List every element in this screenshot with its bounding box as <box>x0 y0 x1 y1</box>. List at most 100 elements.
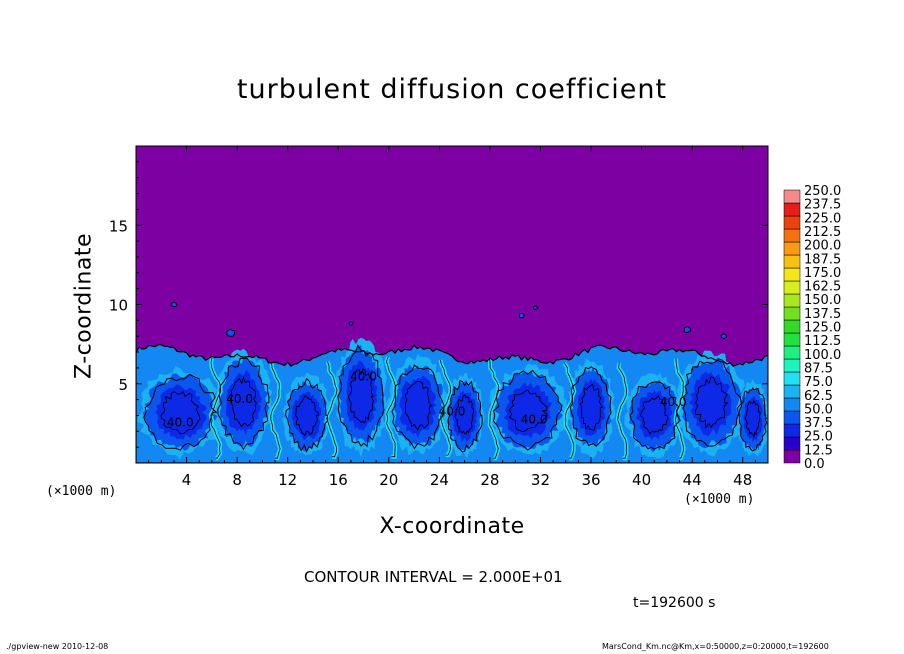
x-tick-label: 12 <box>278 471 297 489</box>
colorbar-swatch <box>783 215 801 230</box>
colorbar-label: 212.5 <box>804 225 841 240</box>
eddy-contour-inner <box>294 395 319 437</box>
eddy-contour-inner <box>694 376 729 429</box>
eddy-contour-inner <box>508 389 548 432</box>
eddy-contour <box>337 344 385 448</box>
colorbar-label: 137.5 <box>804 307 841 322</box>
colorbar-swatch <box>783 319 801 334</box>
contour-label: 40.0 <box>350 370 377 384</box>
filament-contour <box>210 358 222 459</box>
colorbar-label: 175.0 <box>804 266 841 281</box>
eddy-contour <box>285 377 329 454</box>
contour-label: 40.0 <box>226 392 253 406</box>
colorbar-label: 237.5 <box>804 198 841 213</box>
footer-data-source: MarsCond_Km.nc@Km,x=0:50000,z=0:20000,t=… <box>602 642 829 651</box>
x-tick-label: 36 <box>581 471 600 489</box>
y-tick-label: 10 <box>109 297 128 315</box>
x-tick-label: 4 <box>182 471 192 489</box>
colorbar-swatch <box>783 293 801 308</box>
x-axis-unit-left: (×1000 m) <box>46 484 117 499</box>
eddy-contour <box>217 357 270 451</box>
filament-contour <box>326 361 338 458</box>
x-axis-unit-right: (×1000 m) <box>684 492 755 507</box>
plume-blob <box>518 313 525 319</box>
eddy-contour-inner <box>160 391 201 435</box>
eddy-contour <box>447 379 483 453</box>
colorbar-swatch <box>783 254 801 269</box>
colorbar-label: 0.0 <box>804 457 825 472</box>
colorbar-label: 200.0 <box>804 239 841 254</box>
x-axis-label: X-coordinate <box>379 514 525 539</box>
colorbar-swatch <box>783 436 801 451</box>
eddy-contour <box>569 366 612 447</box>
filament-contour <box>564 362 575 459</box>
filament-contour <box>675 358 685 459</box>
colorbar-swatch <box>783 241 801 256</box>
eddy-contour-inner <box>404 380 433 431</box>
eddy-contour <box>143 373 218 451</box>
colorbar-label: 150.0 <box>804 293 841 308</box>
x-tick-label: 44 <box>683 471 702 489</box>
colorbar-label: 50.0 <box>804 402 833 417</box>
eddy-contour-inner <box>347 368 375 424</box>
colorbar-swatch <box>783 410 801 425</box>
colorbar-label: 187.5 <box>804 252 841 267</box>
colorbar-swatch <box>783 423 801 438</box>
plume-blob <box>720 333 728 339</box>
colorbar-swatch <box>783 358 801 373</box>
filament-contour <box>440 359 452 456</box>
colorbar-swatch <box>783 267 801 282</box>
plume-blob <box>170 301 178 308</box>
x-tick-label: 48 <box>733 471 752 489</box>
colorbar-label: 75.0 <box>804 375 833 390</box>
y-tick-label: 15 <box>109 217 128 235</box>
eddy-contour-inner <box>744 399 761 439</box>
eddy-contour-inner <box>455 394 475 435</box>
chart-title: turbulent diffusion coefficient <box>236 74 668 105</box>
colorbar-swatch <box>783 280 801 295</box>
filament-contour <box>386 356 396 458</box>
colorbar-swatch <box>783 384 801 399</box>
colorbar: 0.012.525.037.550.062.575.087.5100.0112.… <box>783 184 841 472</box>
plume-blob <box>348 321 354 326</box>
eddy-contour-inner <box>579 383 603 431</box>
colorbar-label: 12.5 <box>804 443 833 458</box>
eddy-contour <box>629 381 681 450</box>
colorbar-swatch <box>783 202 801 217</box>
plume-blob <box>226 328 236 337</box>
colorbar-label: 62.5 <box>804 389 833 404</box>
x-tick-label: 20 <box>379 471 398 489</box>
contour-labels: 40.0 40.0 40.0 40.0 40.0 40.0 <box>167 370 687 430</box>
colorbar-label: 100.0 <box>804 348 841 363</box>
eddy-contour-inner <box>639 395 669 435</box>
boundary-layer-contour <box>136 343 768 463</box>
eddy-contour <box>682 358 743 447</box>
eddy-contour <box>492 369 563 451</box>
colorbar-swatch <box>783 371 801 386</box>
colorbar-swatch <box>783 332 801 347</box>
x-tick-label: 28 <box>480 471 499 489</box>
filament-contour <box>617 363 628 459</box>
colorbar-label: 125.0 <box>804 321 841 336</box>
colorbar-label: 25.0 <box>804 430 833 445</box>
colorbar-label: 87.5 <box>804 361 833 376</box>
plot-area: 40.0 40.0 40.0 40.0 40.0 40.0 <box>135 145 769 464</box>
colorbar-label: 112.5 <box>804 334 841 349</box>
time-label: t=192600 s <box>633 595 716 611</box>
plume-blob <box>532 305 539 310</box>
y-axis: 5 10 15 <box>109 161 768 448</box>
eddy-contour <box>391 364 446 450</box>
contour-label: 40.0 <box>167 416 194 430</box>
colorbar-swatch <box>783 189 801 204</box>
contour-interval-label: CONTOUR INTERVAL = 2.000E+01 <box>304 568 563 586</box>
x-axis: 4 8 12 16 20 24 28 32 36 40 44 48 <box>148 146 756 489</box>
contour-label: 40.0 <box>439 404 466 418</box>
filament-contour <box>270 363 281 459</box>
colorbar-swatch <box>783 345 801 360</box>
y-tick-label: 5 <box>118 376 128 394</box>
footer-script-info: ./gpview-new 2010-12-08 <box>6 642 109 651</box>
x-tick-label: 40 <box>632 471 651 489</box>
colorbar-swatch <box>783 449 801 464</box>
eddy-contour <box>738 387 768 452</box>
